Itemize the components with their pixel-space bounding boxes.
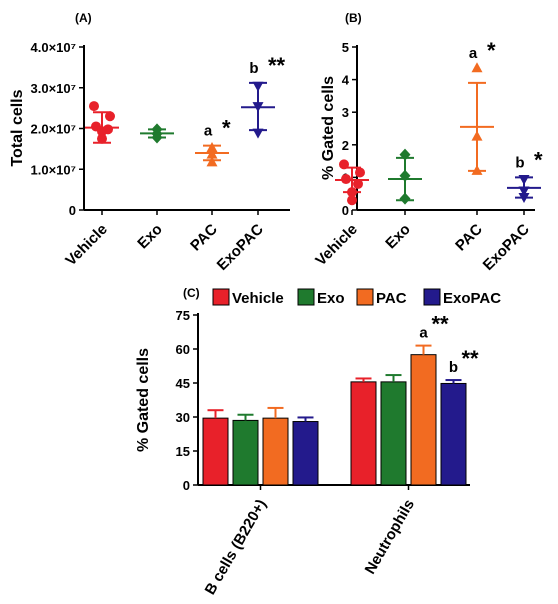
x-category-label: B cells (B220+): [202, 496, 270, 597]
x-category-label: Vehicle: [62, 221, 111, 270]
panel-label: (C): [183, 286, 200, 300]
significance-letter: b: [249, 60, 258, 77]
y-tick-label: 60: [176, 342, 190, 357]
y-tick-label: 0: [69, 203, 76, 218]
data-point: [355, 167, 365, 178]
legend-label: Vehicle: [232, 290, 284, 307]
x-category-label: PAC: [187, 221, 221, 255]
significance-letter: a: [204, 123, 213, 140]
y-tick-label: 3.0×10⁷: [31, 81, 77, 96]
y-axis-label: % Gated cells: [320, 76, 337, 180]
data-point: [97, 133, 107, 144]
legend-swatch: [212, 288, 230, 306]
data-point: [105, 111, 115, 122]
legend-label: PAC: [376, 290, 407, 307]
data-point: [471, 62, 483, 73]
data-point: [471, 130, 483, 141]
y-tick-label: 2.0×10⁷: [31, 122, 77, 137]
x-category-label: ExoPAC: [214, 221, 267, 274]
significance-stars: *: [487, 38, 496, 63]
significance-letter: a: [419, 325, 428, 342]
y-tick-label: 45: [176, 376, 190, 391]
legend-label: ExoPAC: [443, 290, 501, 307]
y-tick-label: 5: [342, 40, 349, 55]
data-point: [353, 178, 363, 189]
y-tick-label: 4: [342, 73, 350, 88]
data-point: [97, 126, 107, 137]
y-tick-label: 0: [183, 478, 190, 493]
bar: [410, 354, 437, 486]
y-tick-label: 75: [176, 308, 190, 323]
significance-stars: **: [432, 312, 450, 337]
data-point: [399, 148, 411, 161]
x-category-label: ExoPAC: [480, 221, 533, 274]
y-tick-label: 4.0×10⁷: [31, 40, 77, 55]
x-category-label: Exo: [382, 221, 413, 252]
significance-letter: a: [469, 45, 478, 62]
y-tick-label: 15: [176, 444, 190, 459]
data-point: [339, 159, 349, 170]
data-point: [518, 175, 530, 186]
bar: [350, 381, 377, 486]
data-point: [347, 187, 357, 198]
panel-label: (B): [345, 11, 362, 25]
y-tick-label: 2: [342, 138, 349, 153]
legend-swatch: [423, 288, 441, 306]
significance-stars: **: [268, 53, 286, 78]
bar: [380, 381, 407, 486]
x-category-label: Vehicle: [312, 221, 361, 270]
significance-letter: b: [449, 359, 458, 376]
y-axis-label: Total cells: [9, 89, 26, 166]
y-tick-label: 3: [342, 105, 349, 120]
legend-swatch: [297, 288, 315, 306]
significance-stars: *: [534, 147, 543, 172]
x-category-label: Neutrophils: [362, 497, 418, 578]
significance-stars: *: [222, 116, 231, 141]
bar: [202, 417, 229, 486]
data-point: [471, 164, 483, 175]
data-point: [206, 156, 218, 167]
bar: [440, 382, 467, 486]
y-tick-label: 30: [176, 410, 190, 425]
legend-label: Exo: [317, 290, 345, 307]
data-point: [518, 186, 530, 197]
significance-stars: **: [462, 346, 480, 371]
data-point: [252, 128, 264, 139]
x-category-label: Exo: [134, 221, 165, 252]
panel-label: (A): [75, 11, 92, 25]
data-point: [151, 131, 163, 144]
bar: [232, 419, 259, 486]
bar: [292, 421, 319, 486]
data-point: [347, 195, 357, 206]
bar: [262, 417, 289, 486]
x-category-label: PAC: [452, 221, 486, 255]
data-point: [252, 81, 264, 92]
data-point: [89, 101, 99, 112]
data-point: [206, 142, 218, 153]
y-axis-label: % Gated cells: [135, 348, 152, 452]
legend-swatch: [356, 288, 374, 306]
data-point: [399, 192, 411, 205]
y-tick-label: 1.0×10⁷: [31, 162, 77, 177]
significance-letter: b: [515, 154, 524, 171]
data-point: [518, 192, 530, 203]
y-tick-label: 0: [342, 203, 349, 218]
